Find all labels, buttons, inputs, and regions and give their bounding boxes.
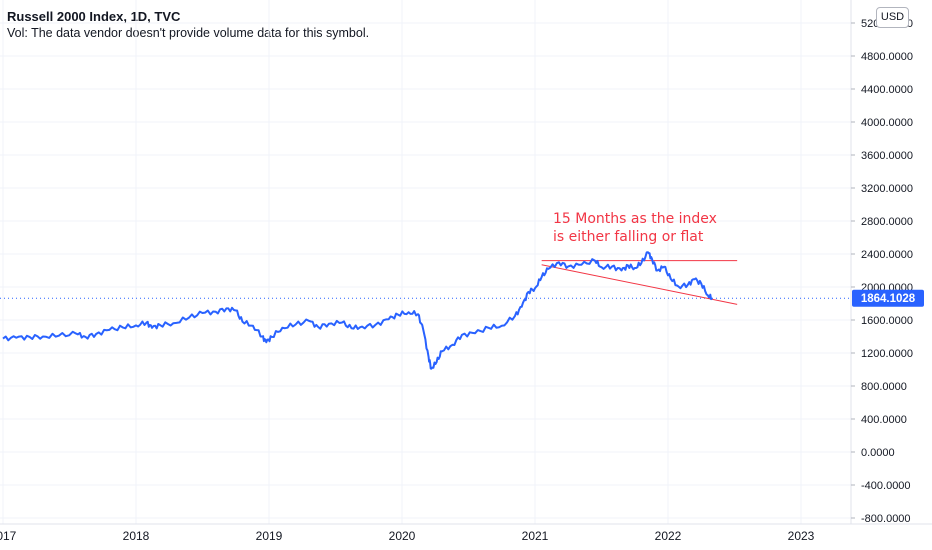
y-tick-label: 4000.0000 (861, 117, 913, 129)
chart-title: Russell 2000 Index, 1D, TVC (7, 9, 181, 24)
y-tick-label: 4800.0000 (861, 51, 913, 63)
chart-header: Russell 2000 Index, 1D, TVC Vol: The dat… (7, 8, 369, 42)
y-tick-label: -800.0000 (861, 513, 911, 525)
y-tick-label: 1200.0000 (861, 348, 913, 360)
grid (0, 0, 851, 524)
x-tick-label: 2023 (788, 529, 815, 543)
annotation-line-2: is either falling or flat (553, 229, 704, 245)
y-tick-label: 3600.0000 (861, 150, 913, 162)
annotation-text[interactable]: 15 Months as the index is either falling… (553, 211, 717, 245)
time-axis[interactable]: 2017 2018 2019 2020 2021 2022 2023 (0, 529, 815, 543)
y-tick-label: 3200.0000 (861, 183, 913, 195)
y-tick-label: 2800.0000 (861, 216, 913, 228)
x-tick-label: 2022 (655, 529, 682, 543)
trend-lines[interactable] (541, 260, 738, 305)
russell-2000-line (2, 251, 713, 370)
y-tick-label: 400.0000 (861, 414, 907, 426)
x-tick-label: 2021 (522, 529, 549, 543)
y-tick-label: 4400.0000 (861, 84, 913, 96)
volume-note: Vol: The data vendor doesn't provide vol… (7, 26, 370, 40)
x-tick-label: 2017 (0, 529, 17, 543)
price-axis[interactable]: 5200.00004800.00004400.00004000.00003600… (851, 18, 913, 525)
y-tick-label: 1600.0000 (861, 315, 913, 327)
currency-button[interactable]: USD (876, 7, 909, 28)
annotation-line-1: 15 Months as the index (553, 211, 717, 227)
x-tick-label: 2019 (256, 529, 283, 543)
x-tick-label: 2020 (389, 529, 416, 543)
current-price-label: 1864.1028 (852, 289, 924, 307)
y-tick-label: 0.0000 (861, 447, 895, 459)
x-tick-label: 2018 (123, 529, 150, 543)
y-tick-label: -400.0000 (861, 480, 911, 492)
trend-line[interactable] (541, 264, 738, 305)
current-price-value: 1864.1028 (861, 293, 916, 305)
y-tick-label: 800.0000 (861, 381, 907, 393)
y-tick-label: 2400.0000 (861, 249, 913, 261)
